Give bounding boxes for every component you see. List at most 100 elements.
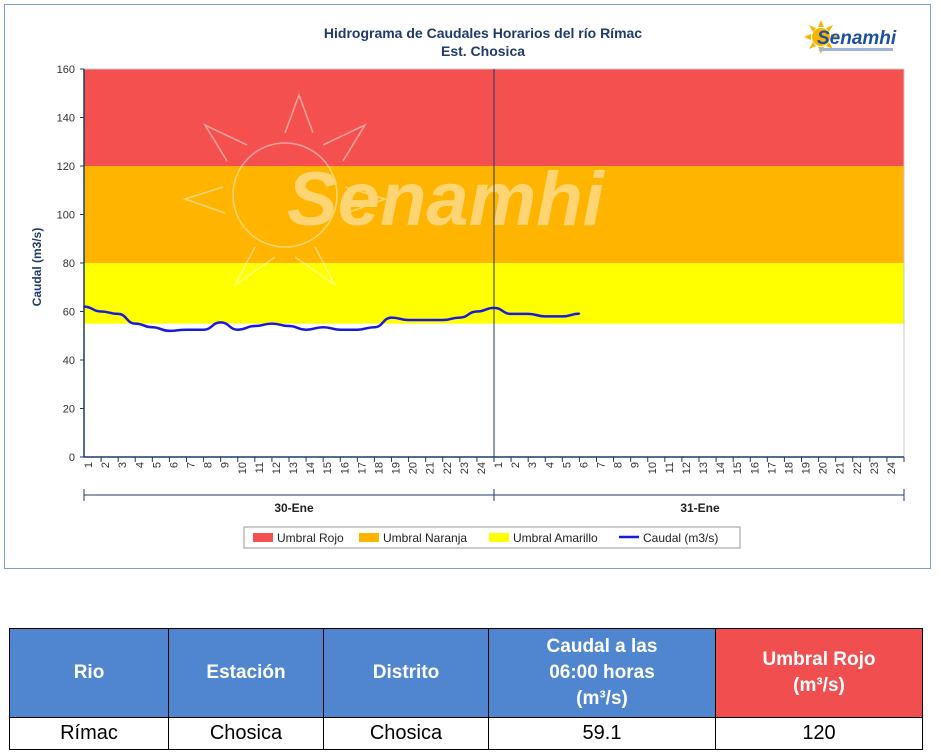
x-tick-label: 11 xyxy=(664,462,676,473)
cell-umbral-rojo: 120 xyxy=(715,717,923,750)
x-tick-label: 9 xyxy=(630,462,642,468)
legend-swatch-rojo xyxy=(253,533,273,542)
data-point xyxy=(305,328,307,331)
data-point xyxy=(493,307,495,309)
day-label-31-ene: 31-Ene xyxy=(680,501,720,515)
data-point xyxy=(476,310,478,313)
x-tick-label: 10 xyxy=(647,462,659,474)
header-distrito: Distrito xyxy=(323,628,489,718)
x-tick-label: 23 xyxy=(869,462,881,474)
x-tick-label: 4 xyxy=(134,462,146,468)
x-tick-label: 18 xyxy=(783,462,795,474)
x-tick-label: 3 xyxy=(117,462,129,468)
x-tick-label: 23 xyxy=(459,462,471,474)
header-rio: Rio xyxy=(9,628,169,718)
x-tick-label: 11 xyxy=(254,462,266,473)
x-tick-label: 8 xyxy=(613,462,625,468)
data-point xyxy=(134,322,137,325)
data-point xyxy=(459,316,461,319)
x-axis-ticks: 1 2 3 4 5 6 7 8 9 10 11 12 13 14 15 16 17 18 19 20 21 22 23 24 1… xyxy=(83,457,905,501)
data-point xyxy=(322,326,324,329)
x-tick-label: 5 xyxy=(151,462,163,468)
data-point xyxy=(254,325,256,327)
y-tick-label: 160 xyxy=(57,64,75,76)
y-tick-label: 40 xyxy=(63,355,75,367)
y-tick-label: 80 xyxy=(63,258,75,270)
data-point xyxy=(117,313,119,315)
x-tick-label: 24 xyxy=(886,462,898,474)
caudal-series xyxy=(83,305,581,333)
data-point xyxy=(441,319,444,321)
x-tick-label: 12 xyxy=(271,462,283,474)
legend-label-amarillo: Umbral Amarillo xyxy=(513,531,598,545)
y-axis-label: Caudal (m3/s) xyxy=(30,228,44,307)
header-caudal-line-2: 06:00 horas xyxy=(549,662,655,683)
data-point xyxy=(561,315,564,318)
x-tick-label: 5 xyxy=(561,462,573,468)
x-tick-label: 14 xyxy=(715,462,727,474)
series-line-caudal xyxy=(83,305,580,333)
x-tick-label: 20 xyxy=(818,462,830,474)
y-axis-ticks: 0 20 40 60 80 100 120 140 160 xyxy=(57,64,84,464)
y-tick-label: 20 xyxy=(63,404,75,416)
x-tick-label: 19 xyxy=(391,462,403,474)
table-row: Rímac Chosica Chosica 59.1 120 xyxy=(9,717,923,750)
cell-distrito: Chosica xyxy=(323,717,489,750)
data-point xyxy=(339,328,342,331)
x-tick-label: 22 xyxy=(852,462,864,474)
x-tick-label: 7 xyxy=(596,462,608,468)
data-point xyxy=(510,313,512,315)
data-point xyxy=(271,322,273,325)
x-tick-label: 16 xyxy=(339,462,351,474)
x-tick-label: 19 xyxy=(801,462,813,474)
header-caudal: Caudal a las 06:00 horas (m³/s) xyxy=(488,628,716,718)
data-point xyxy=(236,328,239,331)
y-tick-label: 140 xyxy=(57,113,75,125)
x-tick-label: 2 xyxy=(100,462,112,468)
data-point xyxy=(424,319,427,321)
x-tick-label: 24 xyxy=(476,462,488,474)
cell-estacion: Chosica xyxy=(168,717,324,750)
x-tick-label: 1 xyxy=(83,462,95,468)
data-point xyxy=(527,313,529,315)
x-tick-label: 18 xyxy=(373,462,385,474)
x-tick-label: 8 xyxy=(203,462,215,468)
header-umbral-line-1: Umbral Rojo xyxy=(762,649,876,670)
sun-icon xyxy=(804,20,838,54)
data-point xyxy=(373,326,376,329)
legend-swatch-amarillo xyxy=(489,533,509,542)
x-tick-label: 13 xyxy=(288,462,300,474)
x-tick-label: 3 xyxy=(527,462,539,468)
x-tick-label: 22 xyxy=(442,462,454,474)
day-label-30-ene: 30-Ene xyxy=(274,501,314,515)
data-point xyxy=(390,316,393,319)
header-estacion: Estación xyxy=(168,628,324,718)
data-point xyxy=(100,310,102,313)
cell-rio: Rímac xyxy=(9,717,169,750)
x-tick-label: 13 xyxy=(698,462,710,474)
data-point xyxy=(185,328,188,331)
table-header-row: Rio Estación Distrito Caudal a las 06:00… xyxy=(9,628,923,718)
data-point xyxy=(544,315,547,318)
data-point xyxy=(288,325,290,327)
data-point xyxy=(202,328,205,331)
data-point xyxy=(578,312,581,315)
senamhi-watermark: Senamhi xyxy=(182,92,606,286)
data-point xyxy=(407,319,410,321)
x-tick-label: 17 xyxy=(766,462,778,474)
chart-subtitle: Est. Chosica xyxy=(441,43,525,59)
data-point xyxy=(219,321,222,324)
y-tick-label: 60 xyxy=(63,307,75,319)
header-caudal-line-1: Caudal a las xyxy=(546,636,658,657)
x-tick-label: 15 xyxy=(732,462,744,474)
header-caudal-line-3: (m³/s) xyxy=(576,688,628,709)
x-tick-label: 6 xyxy=(168,462,180,468)
chart-legend: Umbral Rojo Umbral Naranja Umbral Amaril… xyxy=(243,526,741,549)
x-tick-label: 17 xyxy=(356,462,368,474)
x-tick-label: 21 xyxy=(835,462,847,474)
x-tick-label: 15 xyxy=(322,462,334,474)
legend-swatch-naranja xyxy=(359,533,379,542)
data-point xyxy=(168,330,171,332)
